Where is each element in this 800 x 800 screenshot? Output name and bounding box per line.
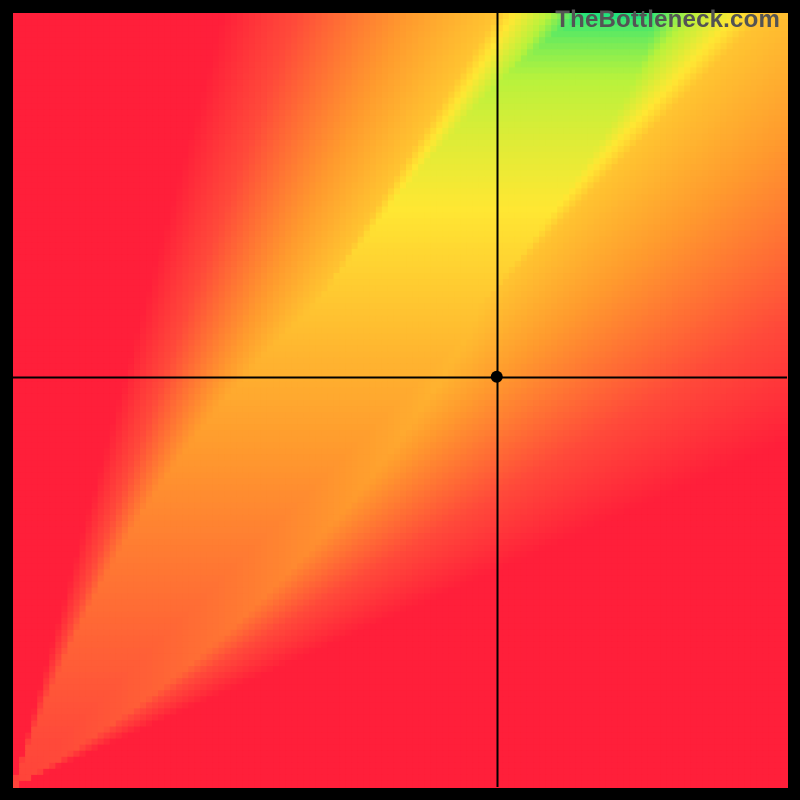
bottleneck-heatmap xyxy=(0,0,800,800)
watermark-text: TheBottleneck.com xyxy=(555,6,780,34)
